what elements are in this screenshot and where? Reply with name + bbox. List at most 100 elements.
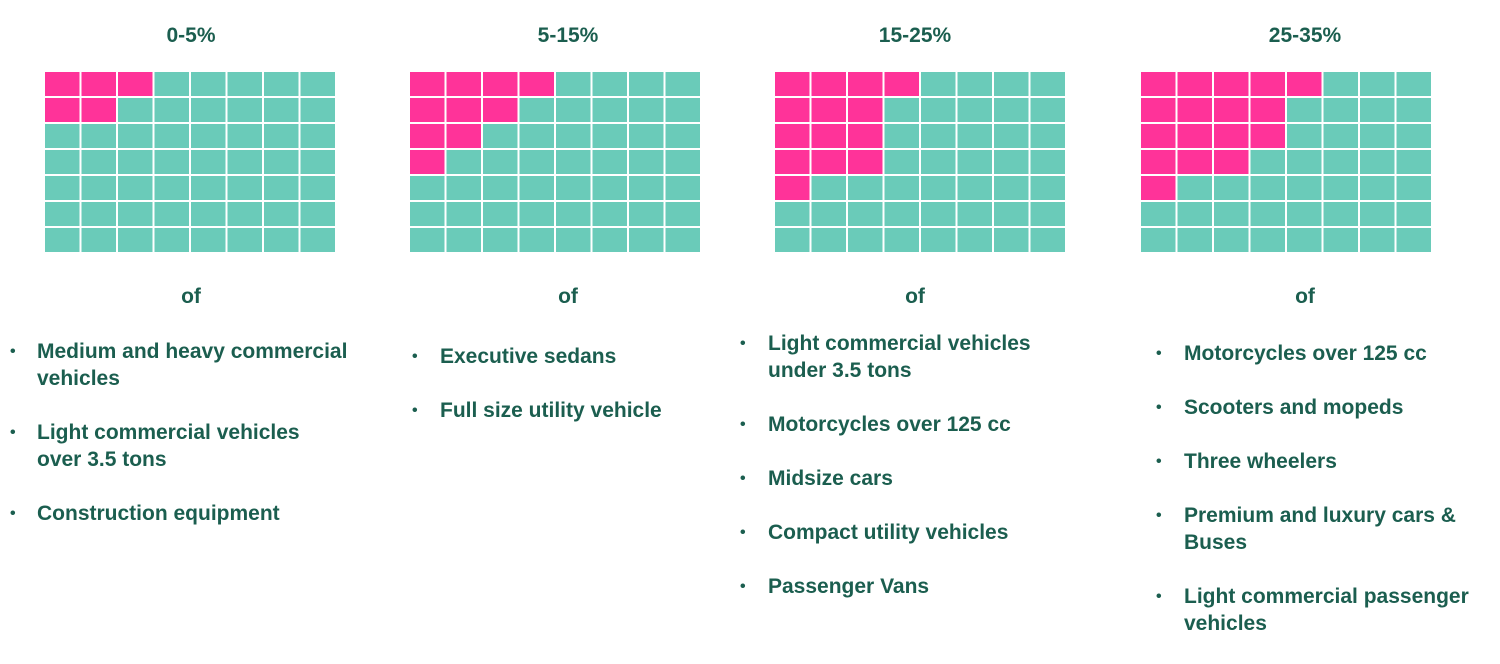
waffle-cell	[665, 176, 700, 200]
waffle-cell	[300, 202, 335, 226]
waffle-cell	[665, 228, 700, 252]
waffle-cell	[1323, 202, 1358, 226]
bullet-icon: •	[740, 524, 746, 541]
waffle-cell	[665, 72, 700, 96]
waffle-cell	[1030, 176, 1065, 200]
waffle-cell-highlighted	[1141, 98, 1176, 122]
waffle-cell	[227, 228, 262, 252]
waffle-cell	[519, 228, 554, 252]
waffle-cell	[957, 176, 992, 200]
waffle-cell	[957, 98, 992, 122]
waffle-cell	[884, 150, 919, 174]
waffle-cell	[45, 202, 80, 226]
panel-3-list: • Light commercial vehicles under 3.5 ton…	[740, 330, 1080, 627]
waffle-cell	[227, 202, 262, 226]
waffle-cell	[1360, 202, 1395, 226]
waffle-cell-highlighted	[1141, 124, 1176, 148]
waffle-cell	[957, 72, 992, 96]
waffle-cell	[81, 150, 116, 174]
list-item: • Medium and heavy commercial vehicles	[10, 340, 348, 390]
waffle-cell	[592, 228, 627, 252]
waffle-cell	[519, 202, 554, 226]
list-item: • Motorcycles over 125 cc	[1156, 342, 1427, 365]
waffle-cell	[1287, 124, 1322, 148]
waffle-cell	[1323, 150, 1358, 174]
waffle-cell-highlighted	[519, 72, 554, 96]
waffle-cell	[957, 202, 992, 226]
waffle-cell	[665, 202, 700, 226]
waffle-cell	[1141, 202, 1176, 226]
waffle-cell-highlighted	[811, 124, 846, 148]
waffle-cell-highlighted	[1177, 72, 1212, 96]
waffle-cell	[811, 202, 846, 226]
waffle-cell	[191, 228, 226, 252]
list-item: • Motorcycles over 125 cc	[740, 413, 1011, 436]
waffle-cell	[1250, 228, 1285, 252]
waffle-cell	[264, 176, 299, 200]
waffle-cell	[556, 98, 591, 122]
waffle-cell	[1030, 150, 1065, 174]
waffle-cell	[1360, 98, 1395, 122]
waffle-cell	[483, 124, 518, 148]
waffle-cell-highlighted	[410, 124, 445, 148]
waffle-cell-highlighted	[775, 98, 810, 122]
waffle-cell	[519, 98, 554, 122]
waffle-cell	[410, 228, 445, 252]
waffle-cell	[446, 202, 481, 226]
waffle-cell	[1250, 202, 1285, 226]
waffle-cell-highlighted	[811, 72, 846, 96]
waffle-cell	[1323, 228, 1358, 252]
waffle-cell	[1287, 98, 1322, 122]
waffle-cell	[1323, 72, 1358, 96]
waffle-cell	[1177, 202, 1212, 226]
waffle-cell	[1360, 150, 1395, 174]
panel-2-connector: of	[558, 285, 578, 308]
waffle-cell	[921, 72, 956, 96]
waffle-cell	[118, 150, 153, 174]
waffle-cell	[410, 202, 445, 226]
waffle-cell	[191, 124, 226, 148]
bullet-icon: •	[740, 335, 746, 352]
waffle-cell	[483, 150, 518, 174]
waffle-cell	[227, 176, 262, 200]
waffle-cell	[811, 176, 846, 200]
waffle-cell	[921, 150, 956, 174]
waffle-cell	[1396, 228, 1431, 252]
waffle-cell-highlighted	[848, 72, 883, 96]
waffle-cell-highlighted	[775, 124, 810, 148]
waffle-cell	[957, 150, 992, 174]
waffle-cell	[665, 150, 700, 174]
waffle-cell-highlighted	[81, 72, 116, 96]
list-item: • Light commercial vehicles over 3.5 tons	[10, 421, 300, 471]
waffle-cell	[1141, 228, 1176, 252]
list-item: • Premium and luxury cars & Buses	[1156, 504, 1456, 554]
waffle-cell-highlighted	[410, 98, 445, 122]
list-item: • Executive sedans	[412, 345, 617, 368]
panel-3-title: 15-25%	[878, 24, 952, 47]
waffle-cell-highlighted	[848, 124, 883, 148]
waffle-cell	[994, 72, 1029, 96]
waffle-cell	[592, 150, 627, 174]
waffle-cell	[629, 72, 664, 96]
waffle-cell	[556, 72, 591, 96]
waffle-cell	[300, 72, 335, 96]
waffle-cell-highlighted	[483, 98, 518, 122]
waffle-cell-highlighted	[1287, 72, 1322, 96]
waffle-cell-highlighted	[1214, 98, 1249, 122]
waffle-cell	[994, 150, 1029, 174]
list-item: • Scooters and mopeds	[1156, 396, 1404, 419]
list-item: • Passenger Vans	[740, 575, 930, 598]
waffle-cell-highlighted	[1177, 150, 1212, 174]
waffle-cell	[154, 202, 189, 226]
list-item: • Compact utility vehicles	[740, 521, 1009, 544]
bullet-icon: •	[740, 470, 746, 487]
waffle-cell	[1030, 98, 1065, 122]
bullet-icon: •	[10, 424, 16, 441]
waffle-cell	[884, 228, 919, 252]
waffle-cell	[921, 228, 956, 252]
waffle-cell	[629, 150, 664, 174]
waffle-cell	[629, 176, 664, 200]
waffle-cell	[629, 202, 664, 226]
waffle-cell	[227, 98, 262, 122]
waffle-cell	[154, 72, 189, 96]
